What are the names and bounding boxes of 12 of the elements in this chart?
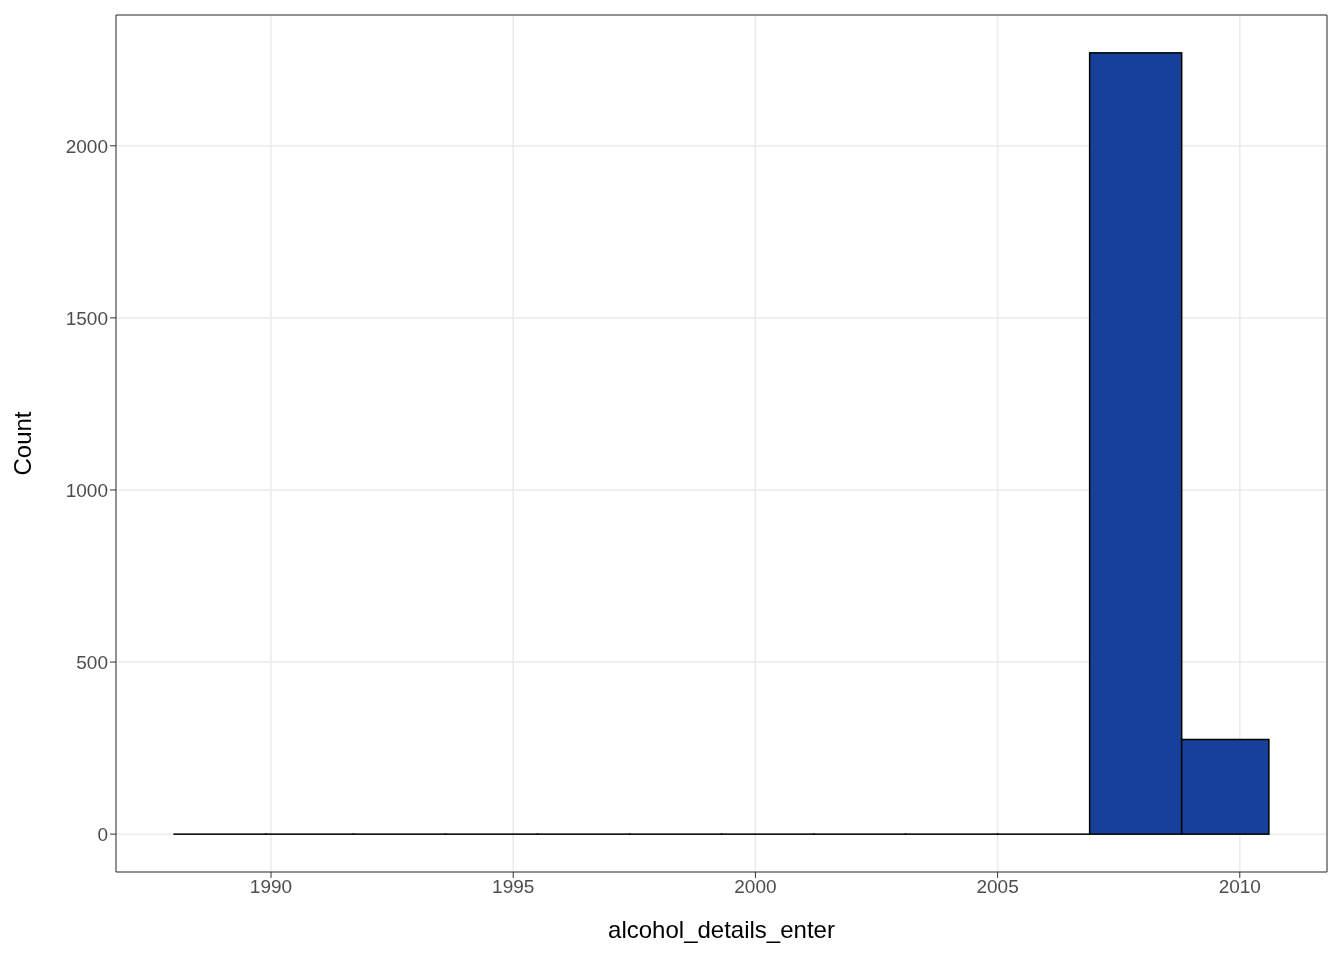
x-tick-label: 1990 xyxy=(249,876,293,898)
x-axis-title: alcohol_details_enter xyxy=(608,916,835,943)
y-tick-label: 500 xyxy=(76,651,108,673)
y-tick-label: 0 xyxy=(97,823,108,845)
y-axis-title: Count xyxy=(8,411,36,476)
y-tick-label: 1000 xyxy=(65,479,108,501)
x-tick-label: 2010 xyxy=(1218,876,1261,898)
x-tick-label: 2005 xyxy=(976,876,1019,898)
y-tick-label: 2000 xyxy=(65,135,108,157)
y-tick-label: 1500 xyxy=(65,307,108,329)
x-tick-label: 2000 xyxy=(734,876,777,898)
x-tick-label: 1995 xyxy=(492,876,535,898)
